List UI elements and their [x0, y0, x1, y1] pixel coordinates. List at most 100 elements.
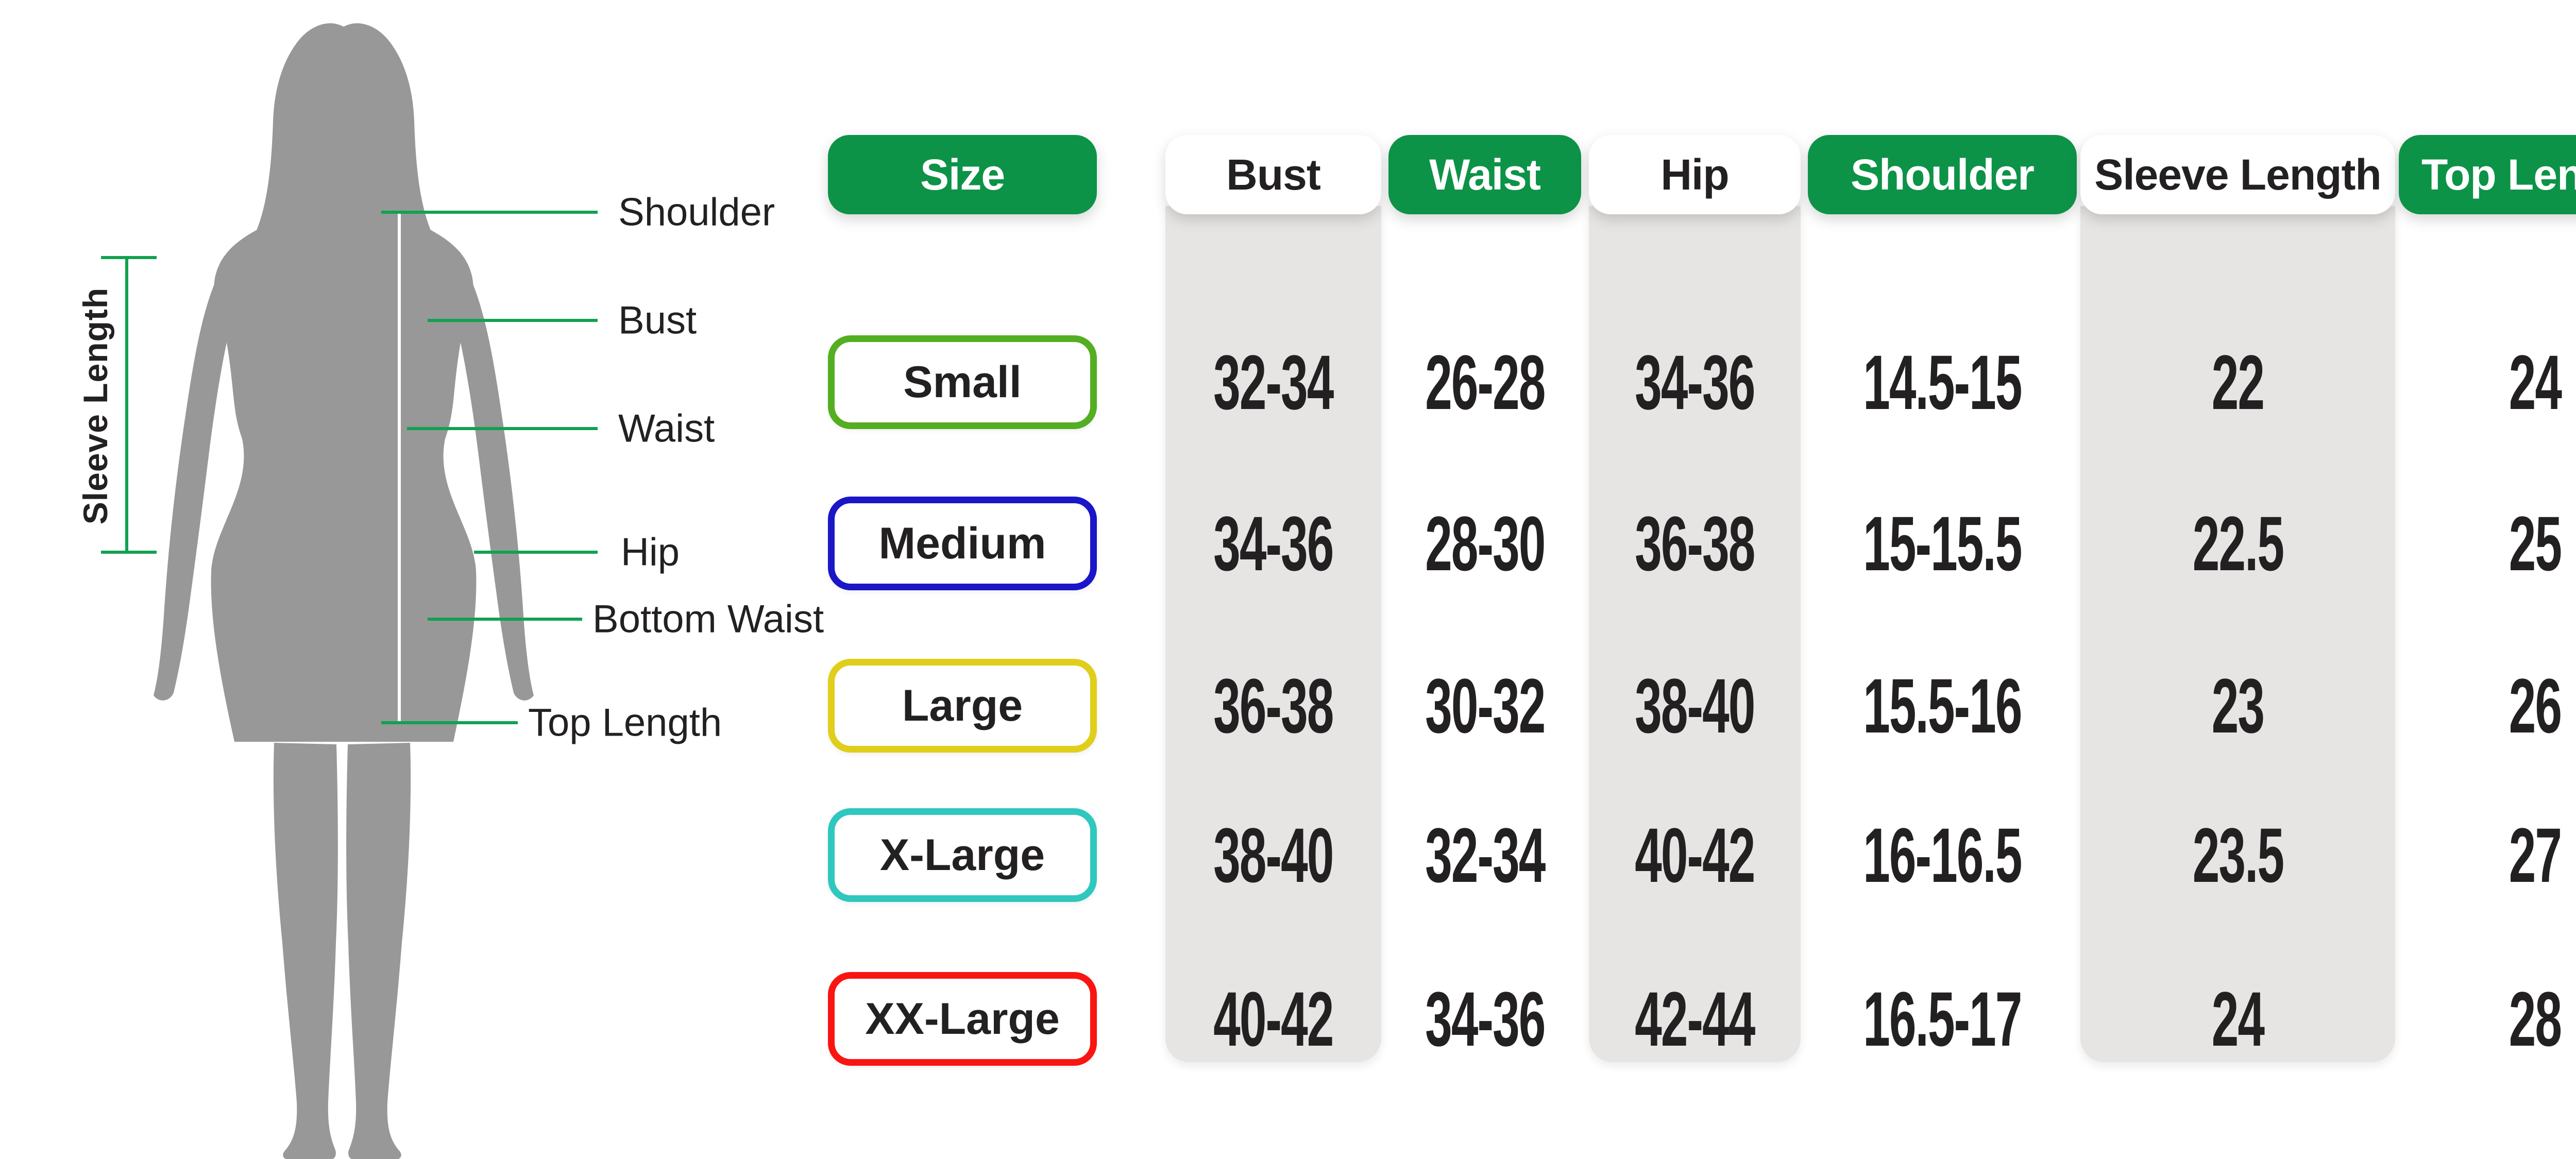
size-pill-label: X-Large — [879, 830, 1045, 880]
female-body-silhouette — [154, 23, 534, 1159]
cell-value: 38-40 — [1213, 811, 1334, 898]
cell-medium-top-length: 25 — [2399, 500, 2576, 587]
cell-value: 26 — [2509, 662, 2562, 749]
cell-value: 15.5-16 — [1863, 662, 2022, 749]
column-header-sleeve-length: Sleeve Length — [2080, 135, 2395, 214]
size-pill-label: Small — [903, 357, 1022, 407]
column-background-bust — [1165, 206, 1381, 1062]
size-pill-label: Medium — [878, 518, 1046, 568]
column-background-hip — [1589, 206, 1801, 1062]
cell-large-top-length: 26 — [2399, 662, 2576, 749]
silhouette-head-hair — [256, 23, 432, 243]
cell-xx-large-bust: 40-42 — [1165, 976, 1381, 1062]
cell-value: 28 — [2509, 975, 2562, 1062]
waist-leader-line — [407, 427, 598, 430]
cell-xx-large-sleeve-length: 24 — [2080, 976, 2395, 1062]
cell-small-bust: 32-34 — [1165, 339, 1381, 425]
size-pill-small: Small — [828, 335, 1097, 429]
size-pill-label: Large — [902, 680, 1023, 730]
top-length-leader-line — [381, 721, 518, 724]
cell-value: 28-30 — [1425, 500, 1546, 587]
column-header-label: Sleeve Length — [2094, 150, 2382, 199]
label-top-length: Top Length — [528, 701, 722, 745]
cell-large-shoulder: 15.5-16 — [1808, 662, 2077, 749]
cell-small-waist: 26-28 — [1388, 339, 1581, 425]
label-shoulder: Shoulder — [618, 190, 775, 234]
cell-value: 34-36 — [1635, 338, 1755, 425]
cell-value: 42-44 — [1635, 975, 1755, 1062]
cell-medium-bust: 34-36 — [1165, 500, 1381, 587]
cell-value: 40-42 — [1213, 975, 1334, 1062]
cell-medium-sleeve-length: 22.5 — [2080, 500, 2395, 587]
cell-small-hip: 34-36 — [1589, 339, 1801, 425]
cell-value: 36-38 — [1635, 500, 1755, 587]
cell-small-shoulder: 14.5-15 — [1808, 339, 2077, 425]
cell-value: 16.5-17 — [1863, 975, 2022, 1062]
silhouette-right-leg — [346, 743, 411, 1159]
silhouette-right-arm — [456, 268, 534, 701]
column-header-shoulder: Shoulder — [1808, 135, 2077, 214]
column-header-size: Size — [828, 135, 1097, 214]
cell-xx-large-top-length: 28 — [2399, 976, 2576, 1062]
column-header-label: Hip — [1660, 150, 1729, 199]
column-header-hip: Hip — [1589, 135, 1801, 214]
cell-value: 27 — [2509, 811, 2562, 898]
cell-x-large-bust: 38-40 — [1165, 812, 1381, 898]
bottom-waist-leader-line — [428, 618, 582, 621]
column-header-label: Bust — [1226, 150, 1321, 199]
bust-leader-line — [428, 319, 598, 322]
cell-large-bust: 36-38 — [1165, 662, 1381, 749]
cell-value: 36-38 — [1213, 662, 1334, 749]
silhouette-left-leg — [273, 743, 338, 1159]
hip-leader-line — [474, 551, 598, 554]
top-length-axis-line — [398, 214, 401, 724]
cell-value: 22 — [2211, 338, 2265, 425]
size-pill-large: Large — [828, 659, 1097, 753]
label-waist: Waist — [618, 406, 715, 451]
silhouette-left-arm — [154, 268, 231, 701]
cell-small-sleeve-length: 22 — [2080, 339, 2395, 425]
cell-x-large-sleeve-length: 23.5 — [2080, 812, 2395, 898]
column-background-sleeve-length — [2080, 206, 2395, 1062]
cell-value: 24 — [2211, 975, 2265, 1062]
cell-value: 34-36 — [1425, 975, 1546, 1062]
cell-medium-hip: 36-38 — [1589, 500, 1801, 587]
cell-small-top-length: 24 — [2399, 339, 2576, 425]
cell-value: 14.5-15 — [1863, 338, 2022, 425]
cell-x-large-top-length: 27 — [2399, 812, 2576, 898]
cell-value: 26-28 — [1425, 338, 1546, 425]
cell-value: 15-15.5 — [1863, 500, 2022, 587]
cell-value: 22.5 — [2192, 500, 2284, 587]
cell-x-large-shoulder: 16-16.5 — [1808, 812, 2077, 898]
cell-value: 40-42 — [1635, 811, 1755, 898]
shoulder-leader-line — [381, 211, 598, 214]
cell-value: 25 — [2509, 500, 2562, 587]
column-header-label: Size — [920, 150, 1005, 199]
cell-medium-waist: 28-30 — [1388, 500, 1581, 587]
label-hip: Hip — [621, 530, 680, 574]
size-pill-medium: Medium — [828, 497, 1097, 590]
sleeve-length-bottom-tick — [101, 551, 157, 554]
cell-value: 16-16.5 — [1863, 811, 2022, 898]
cell-value: 23.5 — [2192, 811, 2284, 898]
cell-value: 38-40 — [1635, 662, 1755, 749]
cell-value: 32-34 — [1213, 338, 1334, 425]
label-bottom-waist: Bottom Waist — [592, 597, 824, 641]
cell-x-large-waist: 32-34 — [1388, 812, 1581, 898]
sleeve-length-top-tick — [101, 256, 157, 259]
size-pill-xx-large: XX-Large — [828, 972, 1097, 1066]
size-pill-x-large: X-Large — [828, 808, 1097, 902]
cell-value: 23 — [2211, 662, 2265, 749]
cell-large-hip: 38-40 — [1589, 662, 1801, 749]
column-header-top-length: Top Length — [2399, 135, 2576, 214]
cell-xx-large-shoulder: 16.5-17 — [1808, 976, 2077, 1062]
column-header-bust: Bust — [1165, 135, 1381, 214]
column-header-label: Top Length — [2421, 150, 2576, 199]
cell-xx-large-hip: 42-44 — [1589, 976, 1801, 1062]
cell-large-sleeve-length: 23 — [2080, 662, 2395, 749]
sleeve-length-measure-line — [125, 258, 128, 554]
cell-value: 24 — [2509, 338, 2562, 425]
cell-value: 34-36 — [1213, 500, 1334, 587]
